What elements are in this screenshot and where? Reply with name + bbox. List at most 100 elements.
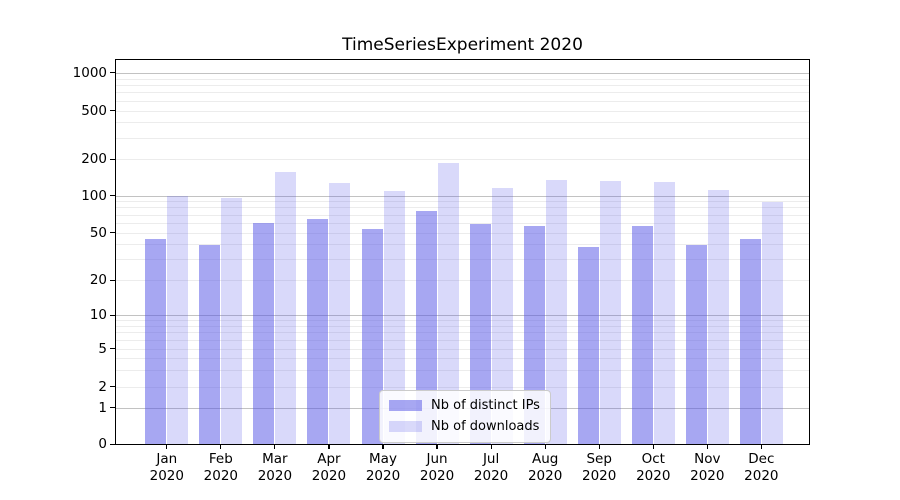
- y-tick-mark-1000: [110, 72, 115, 74]
- bar-distinct-ips-nov: [685, 245, 707, 444]
- y-tick-label-50: 50: [89, 224, 107, 241]
- legend-swatch-distinct-ips: [389, 400, 422, 411]
- gridline-minor-500: [116, 110, 809, 112]
- bar-downloads-aug: [545, 179, 567, 444]
- chart-title: TimeSeriesExperiment 2020: [342, 35, 583, 55]
- x-tick-mark-apr: [328, 445, 330, 449]
- y-tick-mark-500: [110, 110, 115, 112]
- bar-distinct-ips-aug: [523, 226, 545, 444]
- bar-downloads-mar: [275, 171, 297, 444]
- y-tick-mark-200: [110, 158, 115, 160]
- gridline-minor-5: [116, 348, 809, 350]
- gridline-minor-7: [116, 332, 809, 334]
- gridline-minor-400: [116, 122, 809, 124]
- bar-downloads-feb: [221, 198, 243, 444]
- x-tick-mark-dec: [760, 445, 762, 449]
- x-tick-label-mar: Mar 2020: [257, 451, 293, 484]
- y-tick-label-500: 500: [81, 102, 107, 119]
- bar-distinct-ips-may: [361, 229, 383, 444]
- y-tick-mark-1: [110, 407, 115, 409]
- bar-downloads-dec: [761, 201, 783, 444]
- bar-distinct-ips-mar: [253, 222, 275, 444]
- bar-distinct-ips-jun: [415, 210, 437, 444]
- legend-label-downloads: Nb of downloads: [431, 419, 540, 434]
- x-tick-label-apr: Apr 2020: [311, 451, 347, 484]
- gridline-minor-900: [116, 78, 809, 80]
- gridline-minor-800: [116, 84, 809, 86]
- gridline-minor-70: [116, 214, 809, 216]
- gridline-minor-2: [116, 386, 809, 388]
- x-tick-mark-aug: [544, 445, 546, 449]
- bar-distinct-ips-dec: [739, 239, 761, 444]
- bar-distinct-ips-apr: [307, 219, 329, 444]
- y-tick-label-2: 2: [98, 378, 107, 395]
- gridlines-layer: [116, 60, 809, 444]
- y-tick-label-1: 1: [98, 399, 107, 416]
- bar-downloads-apr: [329, 182, 351, 444]
- y-tick-label-5: 5: [98, 340, 107, 357]
- x-tick-mark-jul: [490, 445, 492, 449]
- x-tick-mark-jan: [166, 445, 168, 449]
- legend: Nb of distinct IPs Nb of downloads: [379, 390, 551, 443]
- x-tick-label-jul: Jul 2020: [473, 451, 509, 484]
- legend-item-downloads: Nb of downloads: [389, 419, 540, 434]
- gridline-minor-50: [116, 232, 809, 234]
- y-tick-mark-2: [110, 386, 115, 388]
- legend-swatch-downloads: [389, 421, 422, 432]
- x-tick-label-feb: Feb 2020: [203, 451, 239, 484]
- y-tick-mark-10: [110, 314, 115, 316]
- bars-layer: [116, 60, 809, 444]
- gridline-minor-40: [116, 244, 809, 246]
- x-tick-mark-may: [382, 445, 384, 449]
- x-tick-label-jun: Jun 2020: [419, 451, 455, 484]
- plot-area: Nb of distinct IPs Nb of downloads: [115, 59, 810, 445]
- bar-downloads-oct: [653, 182, 675, 444]
- gridline-minor-90: [116, 201, 809, 203]
- gridline-minor-80: [116, 207, 809, 209]
- x-tick-mark-sep: [598, 445, 600, 449]
- x-tick-mark-jun: [436, 445, 438, 449]
- y-tick-mark-20: [110, 279, 115, 281]
- x-tick-label-sep: Sep 2020: [582, 451, 617, 484]
- y-tick-label-200: 200: [81, 151, 107, 168]
- x-tick-label-aug: Aug 2020: [527, 451, 563, 484]
- y-tick-mark-50: [110, 232, 115, 234]
- x-tick-mark-mar: [274, 445, 276, 449]
- x-tick-label-dec: Dec 2020: [744, 451, 779, 484]
- gridline-minor-6: [116, 339, 809, 341]
- bar-distinct-ips-sep: [577, 246, 599, 444]
- bar-distinct-ips-jul: [469, 223, 491, 444]
- x-tick-mark-oct: [652, 445, 654, 449]
- x-tick-mark-nov: [706, 445, 708, 449]
- x-tick-mark-feb: [220, 445, 222, 449]
- gridline-minor-20: [116, 280, 809, 281]
- x-tick-label-may: May 2020: [365, 451, 401, 484]
- y-tick-label-100: 100: [81, 187, 107, 204]
- y-tick-label-1000: 1000: [72, 64, 107, 81]
- bar-distinct-ips-oct: [631, 225, 653, 444]
- gridline-minor-200: [116, 159, 809, 161]
- y-tick-label-0: 0: [98, 436, 107, 452]
- gridline-major-100: [116, 195, 809, 197]
- bar-downloads-nov: [707, 189, 729, 444]
- x-tick-label-oct: Oct 2020: [636, 451, 671, 484]
- bar-downloads-jul: [491, 188, 513, 444]
- legend-item-distinct-ips: Nb of distinct IPs: [389, 398, 540, 413]
- gridline-minor-4: [116, 357, 809, 359]
- bar-downloads-may: [383, 190, 405, 444]
- y-tick-mark-100: [110, 195, 115, 197]
- gridline-minor-30: [116, 258, 809, 260]
- gridline-minor-300: [116, 137, 809, 139]
- gridline-minor-700: [116, 92, 809, 94]
- bar-downloads-jun: [437, 163, 459, 444]
- bar-downloads-sep: [599, 181, 621, 444]
- bar-distinct-ips-jan: [145, 239, 167, 444]
- y-tick-mark-5: [110, 348, 115, 350]
- gridline-major-10: [116, 315, 809, 317]
- bar-distinct-ips-feb: [199, 245, 221, 444]
- y-tick-label-20: 20: [89, 272, 107, 288]
- gridline-minor-9: [116, 320, 809, 322]
- gridline-major-1000: [116, 72, 809, 74]
- legend-label-distinct-ips: Nb of distinct IPs: [431, 398, 540, 413]
